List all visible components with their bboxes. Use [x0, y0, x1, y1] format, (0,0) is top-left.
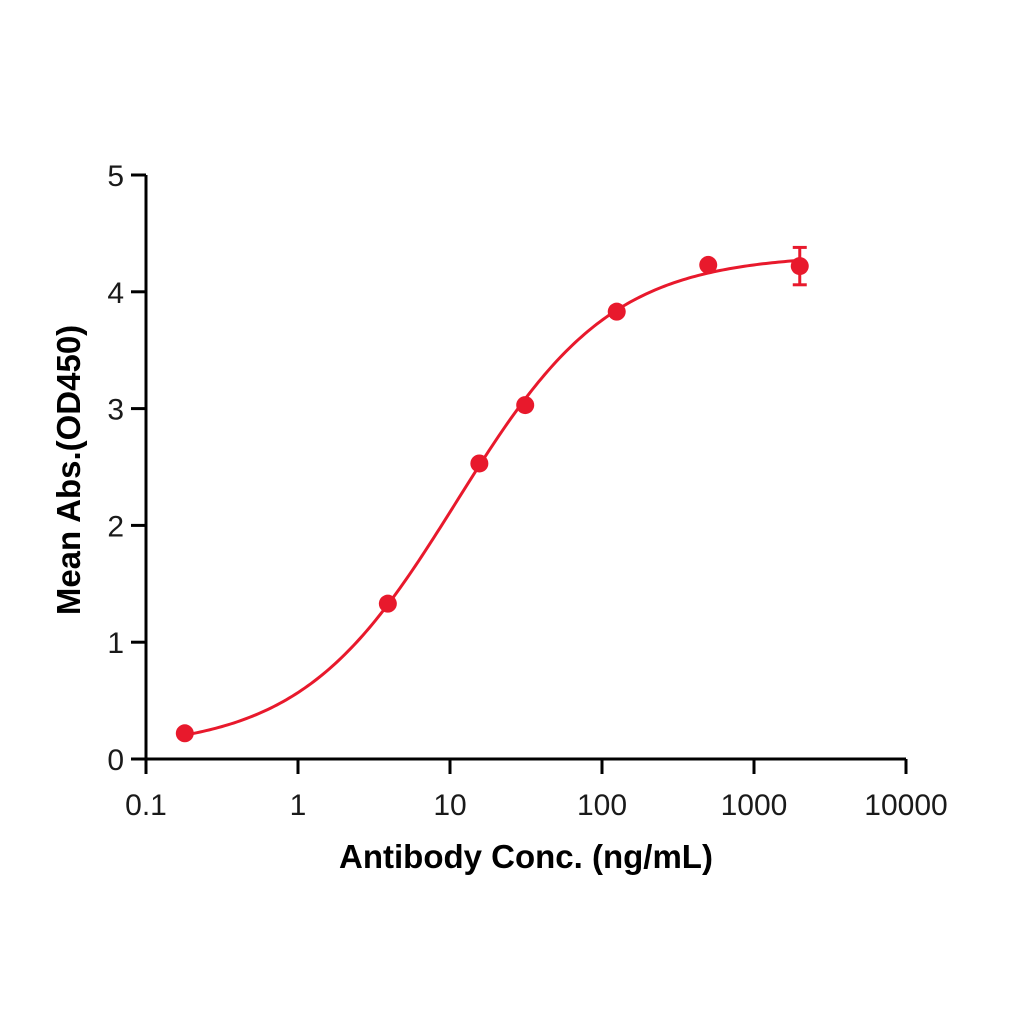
data-point [699, 255, 718, 274]
x-tick-label: 10 [433, 789, 466, 822]
data-point [607, 302, 626, 321]
y-tick-label: 1 [107, 627, 124, 660]
x-tick-label: 10000 [864, 789, 947, 822]
x-tick-label: 100 [577, 789, 627, 822]
data-point [516, 396, 535, 415]
y-tick-label: 5 [107, 160, 124, 193]
y-axis-title: Mean Abs.(OD450) [50, 325, 87, 615]
fit-curve [184, 258, 800, 737]
data-points [175, 255, 809, 743]
data-point [175, 724, 194, 743]
x-tick-label: 1000 [721, 789, 788, 822]
y-tick-label: 4 [107, 277, 124, 310]
y-axis-ticks: 0 1 2 3 4 5 [107, 160, 146, 777]
x-tick-label: 1 [290, 789, 307, 822]
y-tick-label: 2 [107, 510, 124, 543]
data-point [470, 454, 489, 473]
x-tick-label: 0.1 [125, 789, 167, 822]
y-tick-label: 3 [107, 394, 124, 427]
x-axis-title: Antibody Conc. (ng/mL) [339, 838, 713, 875]
data-point [790, 257, 809, 276]
x-axis-ticks: 0.1 1 10 100 1000 10000 [125, 759, 948, 822]
data-point [378, 594, 397, 613]
y-tick-label: 0 [107, 744, 124, 777]
